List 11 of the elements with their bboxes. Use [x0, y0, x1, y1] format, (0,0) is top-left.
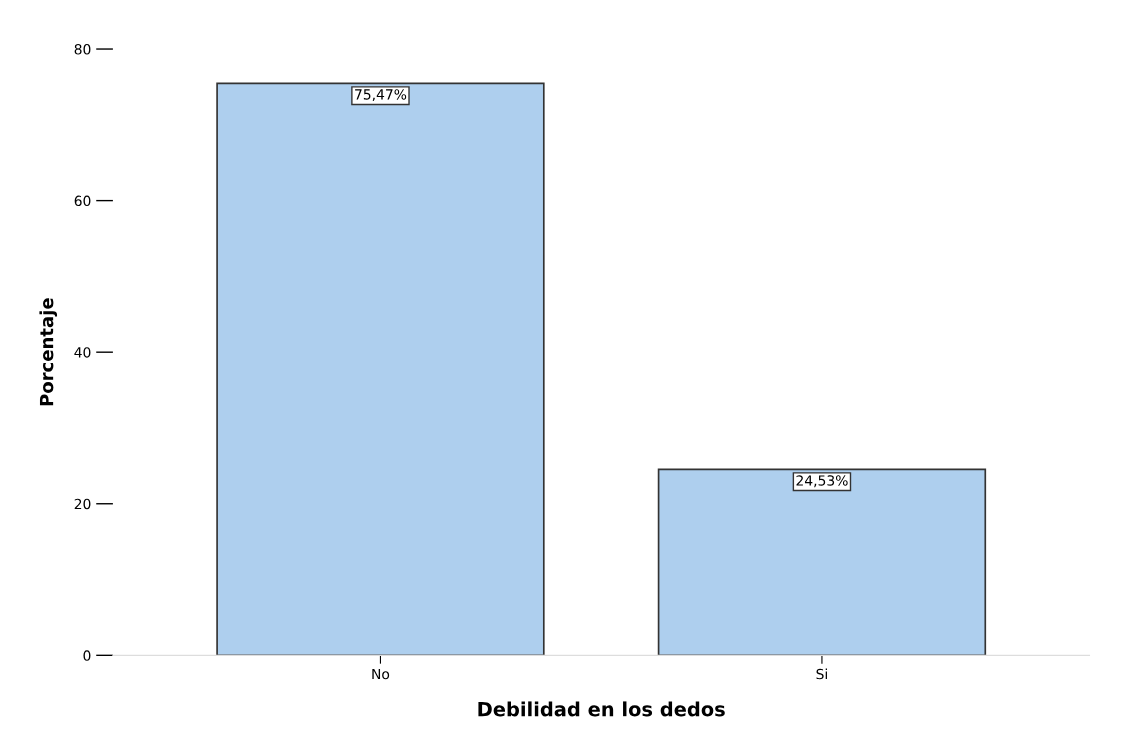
y-tick-label: 80 [74, 44, 91, 55]
y-tick-label: 20 [74, 498, 91, 510]
y-tick-label: 60 [74, 195, 91, 207]
x-axis-title: Debilidad en los dedos [478, 701, 725, 717]
x-tick-label: Si [816, 668, 827, 680]
x-tick-label: No [372, 668, 390, 680]
data-label: 75,47% [355, 89, 407, 102]
y-tick-label: 0 [83, 650, 91, 661]
y-tick-label: 40 [74, 347, 91, 358]
data-label: 24,53% [796, 475, 848, 488]
y-axis-title: Porcentaje [39, 298, 58, 406]
